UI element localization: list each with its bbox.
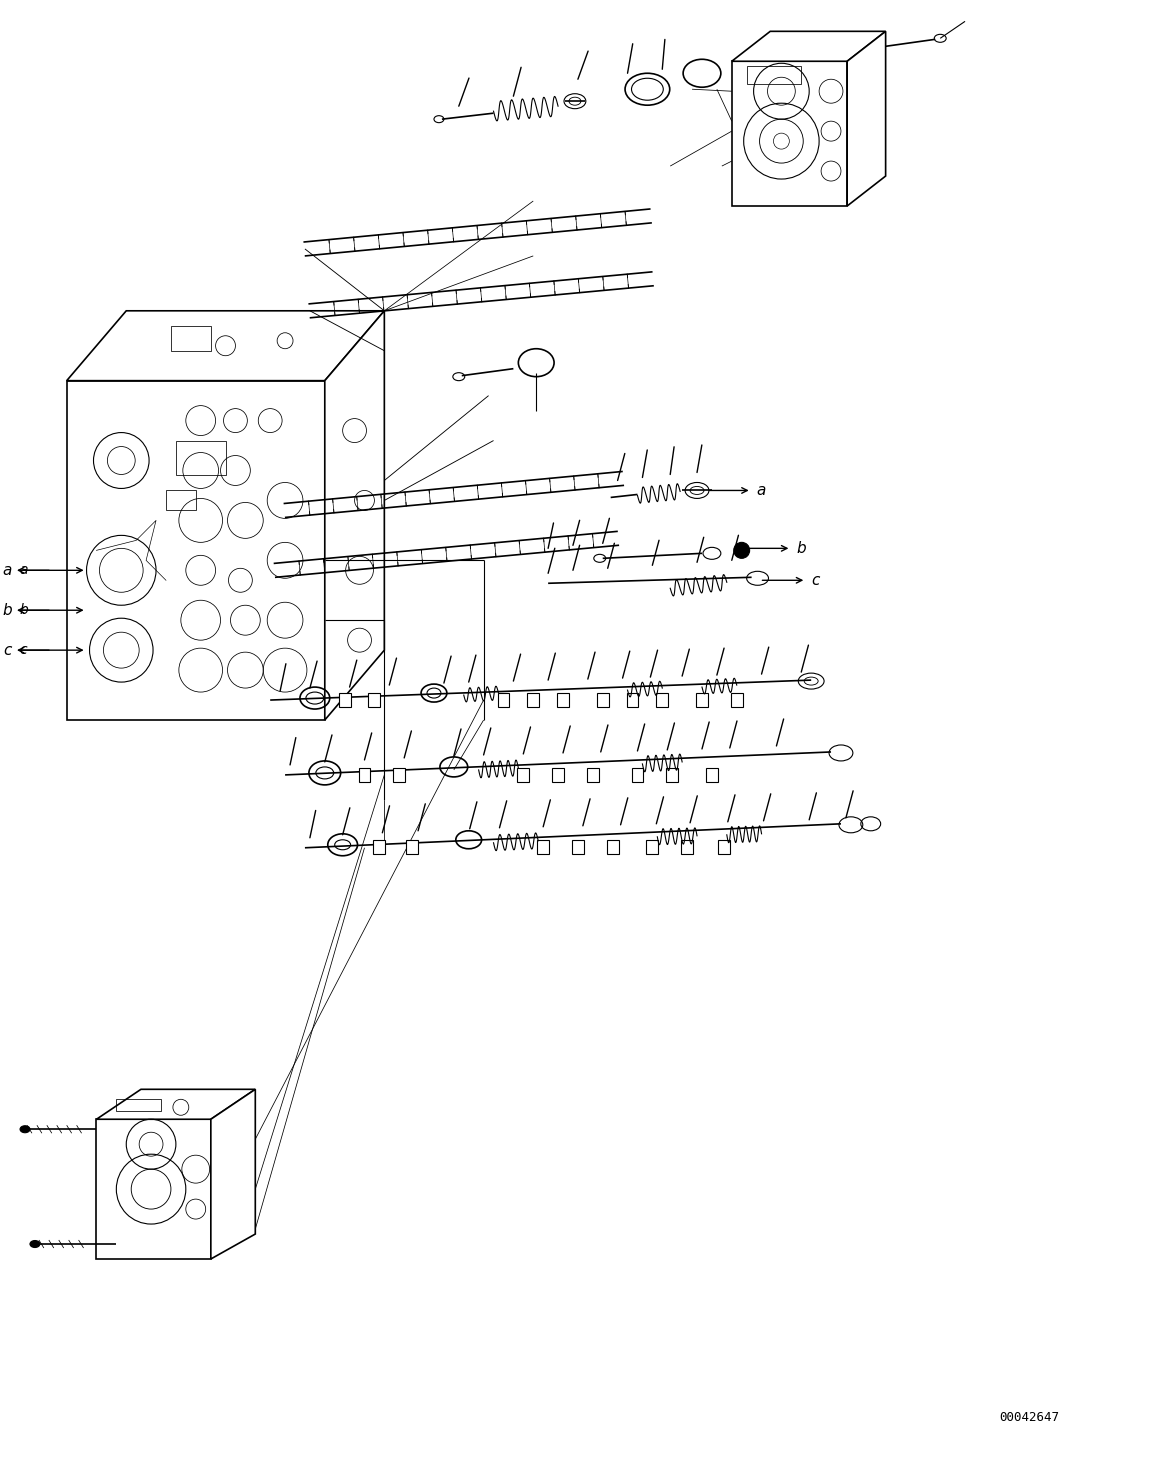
Text: 00042647: 00042647 [999,1410,1059,1423]
Text: c: c [3,643,12,657]
Bar [627,694,639,707]
Polygon shape [67,380,325,720]
Bar [647,839,658,854]
Text: c: c [19,643,27,657]
Bar [373,839,385,854]
Bar [170,326,211,351]
Bar [606,839,619,854]
Polygon shape [96,1119,211,1259]
Bar [681,839,693,854]
Bar [717,839,730,854]
Bar [369,694,380,707]
Bar [706,768,717,782]
Bar [557,694,569,707]
Bar [393,768,406,782]
Bar [116,1099,161,1112]
Bar [358,768,371,782]
Polygon shape [731,61,847,205]
Bar [746,66,801,85]
Bar [586,768,599,782]
Bar [571,839,584,854]
Bar [697,694,708,707]
Polygon shape [847,32,885,205]
Bar [176,440,226,475]
Ellipse shape [20,1126,30,1132]
Polygon shape [211,1090,255,1259]
Polygon shape [96,1090,255,1119]
Bar [166,491,196,510]
Circle shape [734,542,750,558]
Polygon shape [731,32,885,61]
Text: c: c [811,573,819,587]
Bar [517,768,530,782]
Bar [552,768,564,782]
Text: b: b [796,541,806,555]
Bar [406,839,418,854]
Bar [597,694,608,707]
Text: a: a [757,482,766,498]
Bar [666,768,678,782]
Bar [731,694,743,707]
Text: b: b [19,603,28,618]
Polygon shape [67,310,385,380]
Bar [527,694,539,707]
Text: b: b [2,603,12,618]
Bar [538,839,549,854]
Bar [656,694,669,707]
Bar [497,694,510,707]
Bar [338,694,350,707]
Text: a: a [19,564,28,577]
Polygon shape [325,310,385,720]
Text: a: a [2,562,12,578]
Ellipse shape [30,1240,39,1247]
Bar [632,768,643,782]
